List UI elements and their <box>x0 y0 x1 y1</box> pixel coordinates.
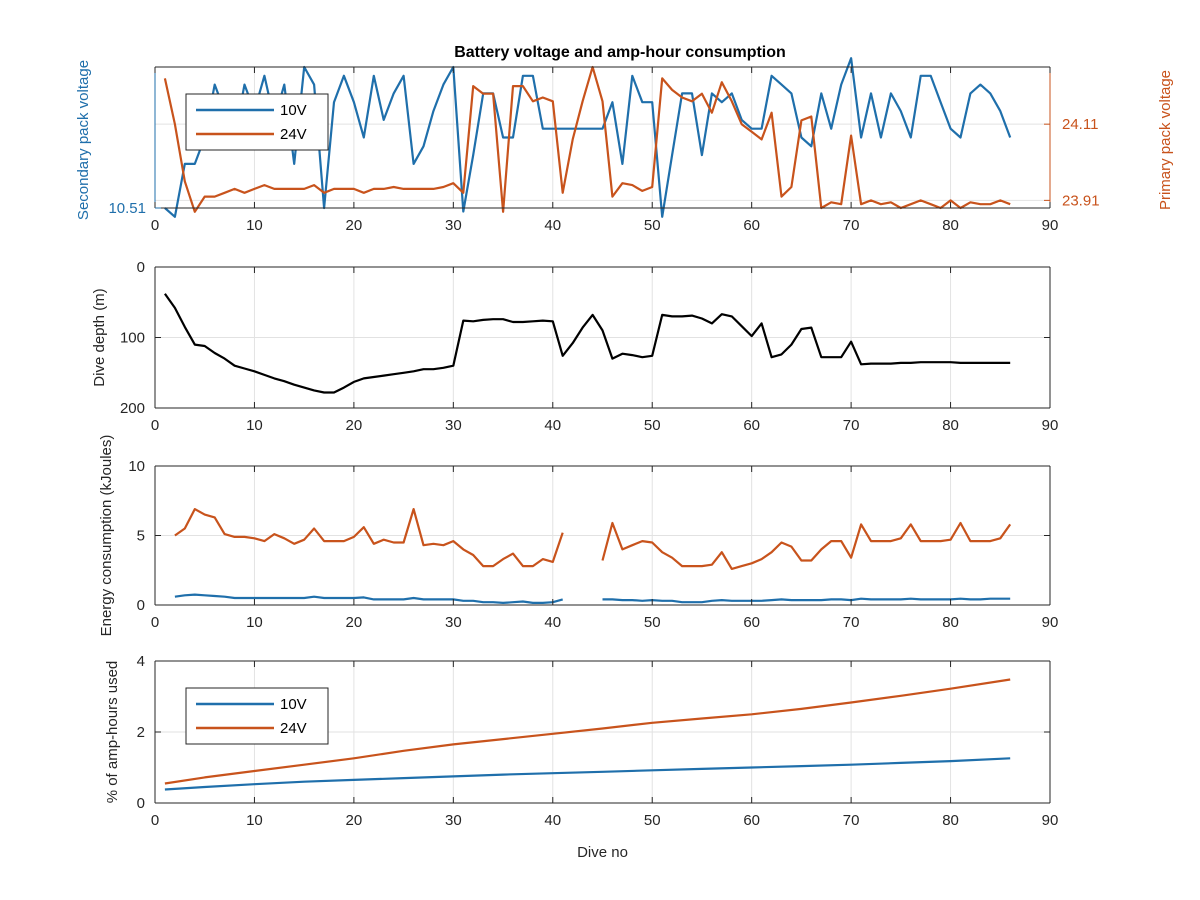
y-tick-label: 2 <box>137 724 145 741</box>
figure-title: Battery voltage and amp-hour consumption <box>454 44 786 61</box>
x-tick-label: 90 <box>1042 812 1059 829</box>
series-line-orange-seg2 <box>601 521 1012 571</box>
series-line-10v <box>164 757 1011 791</box>
panel-1: 0 10 20 30 40 50 60 70 80 90 10.51 23.91 24.11 Second… <box>75 57 1174 234</box>
x-tick-label: 80 <box>942 812 959 829</box>
y-tick-label: 200 <box>120 400 145 417</box>
legend-box <box>185 687 329 745</box>
legend-label-24v: 24V <box>280 720 307 737</box>
x-tick-label: 50 <box>644 812 661 829</box>
y-tick-label: 100 <box>120 330 145 347</box>
x-tick-label: 20 <box>346 812 363 829</box>
x-tick-label: 80 <box>942 614 959 631</box>
x-tick-label: 20 <box>346 417 363 434</box>
x-tick-label: 60 <box>743 614 760 631</box>
x-tick-label: 90 <box>1042 417 1059 434</box>
x-tick-label: 0 <box>151 417 159 434</box>
y-tick-label-left: 10.51 <box>108 200 146 217</box>
x-tick-label: 40 <box>544 217 561 234</box>
y-tick-label: 4 <box>137 653 145 670</box>
x-tick-label: 10 <box>246 417 263 434</box>
y-tick-label-right: 23.91 <box>1062 192 1100 209</box>
series-line-black <box>164 293 1011 394</box>
x-tick-label: 60 <box>743 217 760 234</box>
x-tick-label: 20 <box>346 614 363 631</box>
series-line-blue-seg2 <box>602 597 1011 604</box>
legend-label-24v: 24V <box>280 126 307 143</box>
y-axis-label: Dive depth (m) <box>91 288 108 386</box>
panel-3: 0 10 20 30 40 50 60 70 80 90 0 5 10 Energy consumptio… <box>98 435 1058 637</box>
x-tick-label: 40 <box>544 417 561 434</box>
series-line-10v <box>164 57 1012 218</box>
y-axis-label-left: Secondary pack voltage <box>75 60 92 220</box>
series-line-24v <box>163 65 1011 213</box>
x-tick-label: 30 <box>445 217 462 234</box>
x-tick-label: 70 <box>843 812 860 829</box>
panel-2: 0 10 20 30 40 50 60 70 80 90 0 100 200 Dive depth (m) <box>91 259 1058 434</box>
panel-4: 0 10 20 30 40 50 60 70 80 90 0 2 4 % of amp-hours use… <box>104 653 1058 861</box>
x-tick-label: 10 <box>246 217 263 234</box>
y-axis-label: % of amp-hours used <box>104 661 121 804</box>
x-tick-label: 90 <box>1042 217 1059 234</box>
legend-box <box>185 93 329 151</box>
x-tick-label: 80 <box>942 217 959 234</box>
y-tick-label: 0 <box>137 795 145 812</box>
x-tick-label: 0 <box>151 812 159 829</box>
x-tick-label: 70 <box>843 417 860 434</box>
x-tick-label: 20 <box>346 217 363 234</box>
y-axis-label-right: Primary pack voltage <box>1157 70 1174 210</box>
series-line-blue-seg1 <box>174 593 563 605</box>
y-tick-label: 10 <box>128 458 145 475</box>
x-tick-label: 30 <box>445 417 462 434</box>
x-tick-label: 0 <box>151 614 159 631</box>
x-tick-label: 50 <box>644 614 661 631</box>
series-line-orange-seg1 <box>174 508 564 568</box>
legend-label-10v: 10V <box>280 696 307 713</box>
x-tick-label: 30 <box>445 614 462 631</box>
x-tick-label: 10 <box>246 812 263 829</box>
y-tick-label: 5 <box>137 528 145 545</box>
x-tick-label: 80 <box>942 417 959 434</box>
x-tick-label: 0 <box>151 217 159 234</box>
y-tick-label: 0 <box>137 597 145 614</box>
x-tick-label: 70 <box>843 614 860 631</box>
y-tick-label-right: 24.11 <box>1062 116 1098 133</box>
x-tick-label: 10 <box>246 614 263 631</box>
x-tick-label: 30 <box>445 812 462 829</box>
y-tick-label: 0 <box>137 259 145 276</box>
series-line-24v <box>164 678 1011 785</box>
x-axis-label: Dive no <box>577 844 628 861</box>
y-axis-label: Energy consumption (kJoules) <box>98 435 115 637</box>
x-tick-label: 60 <box>743 417 760 434</box>
x-tick-label: 70 <box>843 217 860 234</box>
x-tick-label: 90 <box>1042 614 1059 631</box>
x-tick-label: 40 <box>544 614 561 631</box>
x-tick-label: 60 <box>743 812 760 829</box>
x-tick-label: 50 <box>644 217 661 234</box>
x-tick-label: 50 <box>644 417 661 434</box>
legend-label-10v: 10V <box>280 102 307 119</box>
x-tick-label: 40 <box>544 812 561 829</box>
